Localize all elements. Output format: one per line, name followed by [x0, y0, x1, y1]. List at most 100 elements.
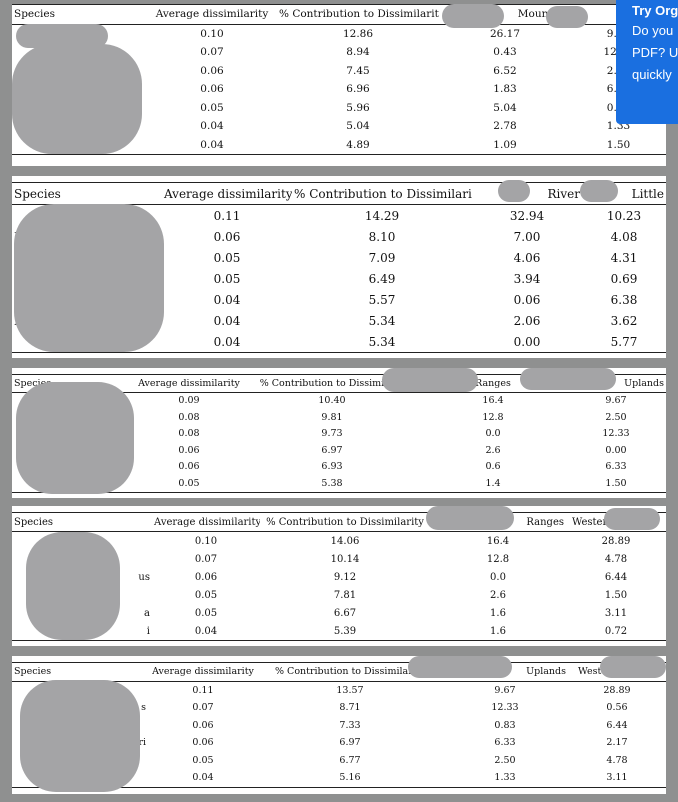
cell-group-b: 0.00 — [605, 444, 627, 456]
cell-species: ri — [138, 737, 146, 749]
cell-avg: 0.04 — [213, 292, 241, 307]
dissimilarity-table-3: Species Average dissimilarity % Contribu… — [12, 368, 666, 498]
cell-contribution: 10.14 — [330, 553, 360, 565]
cell-avg: 0.06 — [178, 461, 200, 473]
cell-group-a: 6.52 — [493, 64, 517, 77]
cell-contribution: 6.97 — [339, 737, 361, 749]
table-row: ri 0.06 6.97 6.33 2.17 — [12, 734, 666, 752]
cell-contribution: 5.38 — [321, 477, 343, 489]
table-4: Species Average dissimilarity % Contribu… — [12, 512, 666, 641]
cell-contribution: 8.71 — [339, 702, 361, 714]
dissimilarity-table-5: Species Average dissimilarity % Contribu… — [12, 656, 666, 794]
cell-group-a: 32.94 — [509, 208, 545, 223]
redaction-scribble — [520, 368, 616, 390]
header-avg-dissimilarity: Average dissimilarity — [138, 377, 240, 389]
cell-contribution: 6.77 — [339, 754, 361, 766]
cell-group-b: 28.89 — [601, 535, 631, 547]
cell-group-b: 0.69 — [610, 271, 638, 286]
cell-group-b: 2.50 — [605, 411, 627, 423]
table-header-row: Species Average dissimilarity % Contribu… — [12, 662, 666, 681]
cell-group-a: 12.33 — [491, 702, 519, 714]
cell-avg: 0.04 — [192, 772, 214, 784]
cell-group-b: 6.44 — [604, 571, 628, 583]
promo-text-line-2: PDF? Us — [632, 45, 678, 60]
cell-group-b: 0.56 — [606, 702, 628, 714]
cell-group-a: 7.00 — [513, 229, 541, 244]
table-row: 0.05 6.49 3.94 0.69 — [12, 268, 666, 289]
cell-avg: 0.10 — [200, 27, 224, 40]
redaction-scribble — [12, 44, 142, 154]
header-avg-dissimilarity: Average dissimilarity — [154, 516, 260, 528]
cell-avg: 0.05 — [192, 754, 214, 766]
redaction-scribble — [16, 382, 134, 494]
table-row: 0.06 6.93 0.6 6.33 — [12, 459, 666, 476]
cell-species: a — [144, 607, 150, 619]
cell-group-b: 9.67 — [605, 395, 627, 407]
table-row: 0.10 14.06 16.4 28.89 — [12, 532, 666, 551]
header-species: Species — [14, 8, 55, 21]
cell-group-a: 3.94 — [513, 271, 541, 286]
table-5: Species Average dissimilarity % Contribu… — [12, 662, 666, 788]
cell-group-b: 1.50 — [604, 589, 628, 601]
cell-group-a: 2.06 — [513, 313, 541, 328]
header-group-a: Uplands — [526, 666, 566, 678]
header-contribution: % Contribution to Dissimilarit — [259, 377, 405, 389]
cell-avg: 0.10 — [194, 535, 218, 547]
table-row: 0.05 7.09 4.06 4.31 — [12, 247, 666, 268]
dissimilarity-table-4: Species Average dissimilarity % Contribu… — [12, 506, 666, 646]
cell-group-b: 6.44 — [606, 719, 628, 731]
promo-popup[interactable]: Try Org Do you PDF? Us quickly — [616, 0, 678, 124]
redaction-scribble — [382, 368, 478, 392]
cell-contribution: 5.96 — [346, 101, 370, 114]
cell-group-a: 26.17 — [489, 27, 521, 40]
redaction-scribble — [408, 656, 512, 678]
cell-group-a: 0.0 — [490, 571, 506, 583]
header-species: Species — [14, 516, 54, 528]
cell-contribution: 7.09 — [368, 250, 396, 265]
cell-avg: 0.05 — [194, 607, 218, 619]
cell-group-b: 1.50 — [606, 138, 631, 151]
cell-contribution: 6.49 — [368, 271, 396, 286]
header-group-b: Little — [631, 186, 664, 201]
cell-species: i — [146, 625, 150, 637]
cell-avg: 0.06 — [200, 64, 224, 77]
redaction-scribble — [14, 204, 164, 352]
cell-contribution: 6.97 — [321, 444, 343, 456]
header-group-a: Ranges — [526, 516, 564, 528]
redaction-scribble — [498, 180, 530, 202]
cell-group-a: 1.09 — [493, 138, 517, 151]
cell-group-a: 16.4 — [486, 535, 510, 547]
cell-avg: 0.05 — [194, 589, 218, 601]
cell-group-b: 3.62 — [610, 313, 638, 328]
cell-group-a: 0.0 — [485, 428, 501, 440]
cell-avg: 0.06 — [194, 571, 218, 583]
table-row: L0.068.107.004.08 — [12, 226, 666, 247]
cell-contribution: 6.96 — [346, 83, 370, 96]
cell-group-a: 12.8 — [486, 553, 510, 565]
cell-avg: 0.09 — [178, 395, 200, 407]
table-row: 0.05 7.81 2.6 1.50 — [12, 586, 666, 604]
cell-group-b: 3.11 — [606, 772, 628, 784]
cell-group-a: 0.6 — [485, 461, 501, 473]
cell-avg: 0.06 — [192, 737, 214, 749]
cell-group-b: 4.08 — [610, 229, 638, 244]
header-contribution: % Contribution to Dissimilarity — [294, 186, 472, 201]
cell-group-a: 1.83 — [493, 83, 517, 96]
promo-text-line-3: quickly — [632, 67, 672, 82]
redaction-scribble — [580, 180, 618, 202]
cell-contribution: 8.94 — [346, 46, 370, 59]
header-contribution: % Contribution to Dissimilarity — [266, 516, 424, 528]
cell-group-b: 4.31 — [610, 250, 638, 265]
cell-contribution: 7.33 — [339, 719, 361, 731]
cell-group-a: 0.06 — [513, 292, 541, 307]
cell-avg: 0.05 — [213, 271, 241, 286]
cell-group-a: 2.50 — [494, 754, 516, 766]
promo-text-line-1: Do you — [632, 23, 674, 38]
cell-group-a: 12.8 — [482, 411, 504, 423]
cell-avg: 0.06 — [213, 229, 241, 244]
cell-avg: 0.04 — [213, 313, 241, 328]
header-group-b: Uplands — [624, 377, 664, 389]
cell-group-a: 2.78 — [493, 120, 517, 133]
header-group-a: Ranges — [475, 377, 511, 389]
cell-group-b: 2.17 — [606, 737, 628, 749]
